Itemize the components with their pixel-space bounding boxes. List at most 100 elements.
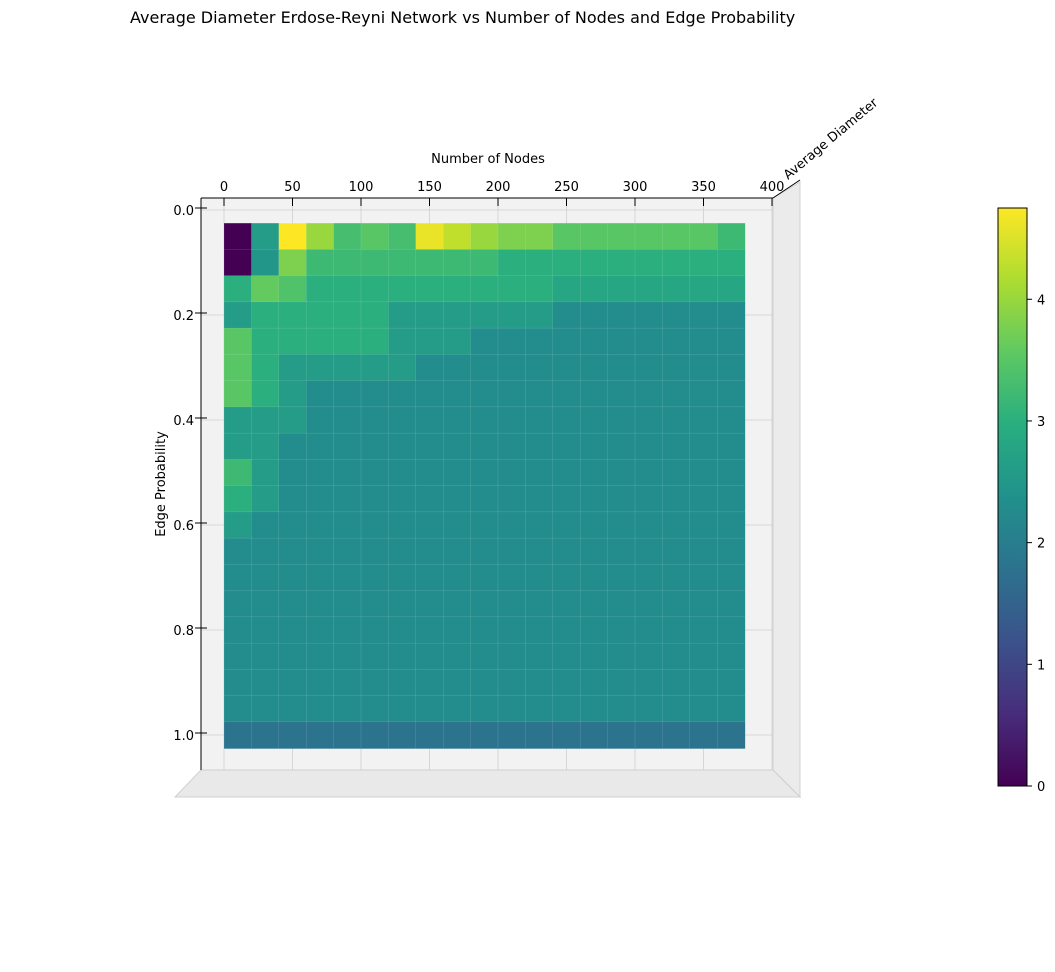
surface-cell <box>525 485 554 513</box>
surface-cell <box>278 564 307 592</box>
surface-cell <box>443 327 472 356</box>
surface-cell <box>443 642 472 671</box>
surface-cell <box>223 459 253 487</box>
surface-cell <box>251 301 280 329</box>
surface-cell <box>251 485 280 513</box>
surface-cell <box>662 406 691 434</box>
surface-cell <box>388 222 417 251</box>
surface-cell <box>360 459 390 487</box>
surface-cell <box>580 590 609 618</box>
surface-cell <box>443 695 472 723</box>
surface-cell <box>360 695 390 723</box>
colorbar-ticks: 0 1 2 3 4 <box>1027 293 1045 795</box>
surface-cell <box>607 354 636 382</box>
surface-cell <box>306 459 335 487</box>
surface-cell <box>580 695 609 723</box>
surface-cell <box>634 590 664 618</box>
surface-cell <box>306 590 335 618</box>
surface-cell <box>525 380 554 408</box>
surface-cell <box>306 485 335 513</box>
surface-cell <box>497 249 527 277</box>
surface-cell <box>360 485 390 513</box>
surface-cell <box>497 275 527 303</box>
surface-cell <box>306 249 335 277</box>
surface-cell <box>470 695 499 723</box>
surface-cell <box>689 459 718 487</box>
surface-cell <box>717 695 746 723</box>
surface-cell <box>607 327 636 356</box>
surface-cell <box>634 301 664 329</box>
surface-cell <box>634 616 664 644</box>
surface-cell <box>251 537 280 566</box>
surface-cell <box>470 642 499 671</box>
surface-cell <box>470 669 499 697</box>
surface-cell <box>223 380 253 408</box>
surface-cell <box>634 642 664 671</box>
surface-cell <box>497 721 527 749</box>
surface-cell <box>552 564 581 592</box>
surface-cell <box>662 327 691 356</box>
y-tick-label: 0.6 <box>173 519 194 534</box>
surface-cell <box>251 564 280 592</box>
surface-cell <box>497 406 527 434</box>
surface-cell <box>689 485 718 513</box>
colorbar-tick-label: 0 <box>1037 780 1045 795</box>
surface-cell <box>470 249 499 277</box>
surface-cell <box>689 380 718 408</box>
surface-cell <box>443 721 472 749</box>
surface-cell <box>607 459 636 487</box>
surface-cell <box>278 511 307 539</box>
surface-cell <box>388 616 417 644</box>
surface-cell <box>306 721 335 749</box>
surface-cell <box>552 459 581 487</box>
surface-cell <box>525 721 554 749</box>
surface-cell <box>443 511 472 539</box>
surface-cell <box>497 354 527 382</box>
surface-cell <box>415 616 444 644</box>
surface-cell <box>251 354 280 382</box>
surface-cell <box>717 537 746 566</box>
surface-cell <box>470 485 499 513</box>
surface-cell <box>388 485 417 513</box>
surface-cell <box>223 222 253 251</box>
surface-cell <box>634 327 664 356</box>
surface-cell <box>717 511 746 539</box>
surface-cell <box>278 537 307 566</box>
axes: 0 50 100 150 200 250 300 350 400 0.0 0.2 0.4 0.6 0.8 1… <box>173 179 801 770</box>
surface-cell <box>689 222 718 251</box>
surface-cell <box>634 354 664 382</box>
surface-cell <box>415 537 444 566</box>
surface-cell <box>689 669 718 697</box>
surface-cell <box>470 406 499 434</box>
surface-cell <box>360 380 390 408</box>
surface-cell <box>552 380 581 408</box>
surface-cell <box>223 406 253 434</box>
surface-cell <box>689 721 718 749</box>
surface-cell <box>443 616 472 644</box>
colorbar-tick-label: 1 <box>1037 658 1045 673</box>
x-tick-label: 250 <box>554 180 579 195</box>
surface-cell <box>689 249 718 277</box>
surface-cell <box>580 406 609 434</box>
surface-cell <box>415 642 444 671</box>
surface-cell <box>251 222 280 251</box>
surface-cell <box>662 616 691 644</box>
surface-cell <box>388 354 417 382</box>
surface-cell <box>497 669 527 697</box>
x-tick-label: 50 <box>284 180 301 195</box>
surface-cell <box>333 642 362 671</box>
surface-cell <box>634 406 664 434</box>
x-axis-label: Number of Nodes <box>431 152 545 167</box>
surface-cell <box>552 485 581 513</box>
surface-cell <box>251 459 280 487</box>
surface-cell <box>607 616 636 644</box>
surface-cell <box>443 564 472 592</box>
z-axis-line <box>772 179 801 199</box>
surface-cell <box>717 616 746 644</box>
surface-cell <box>580 537 609 566</box>
surface-cell <box>360 432 390 461</box>
surface-cell <box>662 485 691 513</box>
surface-cell <box>443 459 472 487</box>
surface-cell <box>662 459 691 487</box>
surface-cell <box>607 590 636 618</box>
